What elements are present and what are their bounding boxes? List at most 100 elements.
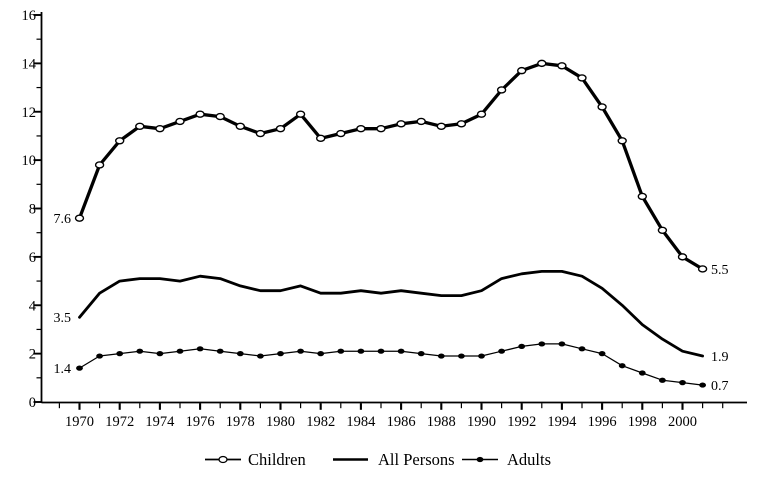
- open-circle-marker: [295, 110, 306, 118]
- open-circle-marker: [114, 137, 125, 145]
- filled-circle-marker: [638, 370, 646, 376]
- open-circle-marker: [155, 124, 165, 133]
- filled-circle-marker: [417, 351, 425, 357]
- filled-circle-marker: [337, 348, 345, 354]
- filled-circle-marker: [317, 351, 325, 357]
- filled-circle-marker: [397, 348, 405, 354]
- open-circle-marker: [356, 124, 366, 133]
- filled-circle-marker: [156, 351, 164, 357]
- legend-label: Children: [248, 450, 306, 469]
- x-tick-label: 1980: [266, 414, 295, 430]
- filled-circle-marker: [679, 380, 686, 386]
- y-tick-label: 0: [29, 395, 36, 411]
- series-line-all-persons: [78, 270, 704, 358]
- filled-circle-marker: [357, 348, 365, 354]
- open-circle-marker: [697, 265, 708, 273]
- y-tick-label: 10: [22, 153, 37, 169]
- start-value-label-adults: 1.4: [54, 362, 72, 377]
- open-circle-marker: [195, 110, 205, 118]
- y-tick-label: 16: [22, 8, 37, 24]
- x-tick-label: 1970: [65, 414, 94, 430]
- x-tick-label: 1986: [387, 414, 416, 430]
- open-circle-marker: [537, 59, 547, 68]
- start-value-label-all-persons: 3.5: [54, 311, 72, 326]
- x-tick-label: 1974: [145, 414, 175, 430]
- filled-circle-marker: [458, 353, 465, 359]
- filled-circle-marker: [76, 365, 83, 371]
- legend-item-children: Children: [205, 450, 306, 469]
- x-tick-label: 1990: [467, 414, 496, 430]
- x-tick-label: 1994: [547, 414, 577, 430]
- y-tick-label: 6: [29, 250, 36, 266]
- open-circle-marker: [517, 66, 527, 75]
- series-markers-children: [74, 59, 708, 273]
- legend-item-adults: Adults: [462, 450, 551, 469]
- open-circle-marker: [218, 455, 228, 464]
- filled-circle-marker: [136, 348, 144, 354]
- filled-circle-marker: [297, 348, 304, 354]
- y-tick-label: 14: [22, 56, 37, 72]
- open-circle-marker: [577, 74, 587, 82]
- open-circle-marker: [617, 137, 627, 145]
- x-tick-label: 1998: [628, 414, 657, 430]
- filled-circle-marker: [116, 351, 124, 357]
- y-tick-label: 4: [29, 298, 37, 314]
- filled-circle-marker: [659, 377, 666, 383]
- filled-circle-marker: [498, 348, 505, 354]
- filled-circle-marker: [236, 351, 244, 357]
- filled-circle-marker: [578, 346, 586, 352]
- open-circle-marker: [657, 226, 668, 234]
- open-circle-marker: [175, 117, 185, 126]
- y-tick-label: 8: [29, 202, 36, 218]
- open-circle-marker: [496, 86, 507, 94]
- value-annotations: 7.6 5.5 3.5 1.9 1.4 0.7: [54, 212, 729, 394]
- end-value-label-all-persons: 1.9: [711, 350, 729, 365]
- open-circle-marker: [336, 129, 346, 138]
- open-circle-marker: [135, 122, 145, 130]
- legend-label: Adults: [507, 450, 551, 469]
- open-circle-marker: [235, 122, 246, 130]
- open-circle-marker: [215, 112, 225, 121]
- legend-label: All Persons: [378, 450, 455, 469]
- filled-circle-marker: [96, 353, 103, 359]
- open-circle-marker: [416, 117, 426, 126]
- legend: Children All Persons Adults: [205, 450, 551, 469]
- filled-circle-marker: [699, 382, 706, 388]
- end-value-label-adults: 0.7: [711, 379, 729, 394]
- filled-circle-marker: [216, 348, 224, 354]
- filled-circle-marker: [518, 343, 526, 349]
- filled-circle-marker: [437, 353, 445, 359]
- start-value-label-children: 7.6: [54, 212, 72, 227]
- series-line-children: [77, 61, 705, 271]
- filled-circle-marker: [196, 346, 204, 352]
- filled-circle-marker: [478, 353, 485, 359]
- open-circle-marker: [396, 120, 406, 128]
- series-line-adults: [78, 343, 704, 386]
- open-circle-marker: [94, 161, 105, 169]
- filled-circle-marker: [598, 351, 606, 357]
- open-circle-marker: [456, 120, 467, 128]
- series-markers-adults: [76, 341, 706, 388]
- filled-circle-marker: [277, 351, 284, 357]
- legend-item-all-persons: All Persons: [333, 450, 455, 469]
- open-circle-marker: [476, 110, 487, 118]
- axes: 0 2 4 6 8 10 12 14 16 1970 1972 1974 1976 1978 1980 198…: [22, 8, 747, 430]
- y-tick-label: 2: [29, 347, 36, 363]
- filled-circle-marker: [476, 456, 484, 463]
- open-circle-marker: [74, 214, 85, 222]
- open-circle-marker: [275, 124, 286, 133]
- x-tick-label: 2000: [668, 414, 697, 430]
- filled-circle-marker: [618, 363, 626, 369]
- open-circle-marker: [255, 129, 266, 138]
- plot-area: [74, 59, 708, 388]
- x-tick-label: 1984: [346, 414, 376, 430]
- filled-circle-marker: [257, 353, 264, 359]
- open-circle-marker: [677, 253, 688, 261]
- x-tick-label: 1992: [507, 414, 536, 430]
- y-tick-label: 12: [22, 105, 37, 121]
- x-tick-label: 1978: [226, 414, 255, 430]
- filled-circle-marker: [377, 348, 385, 354]
